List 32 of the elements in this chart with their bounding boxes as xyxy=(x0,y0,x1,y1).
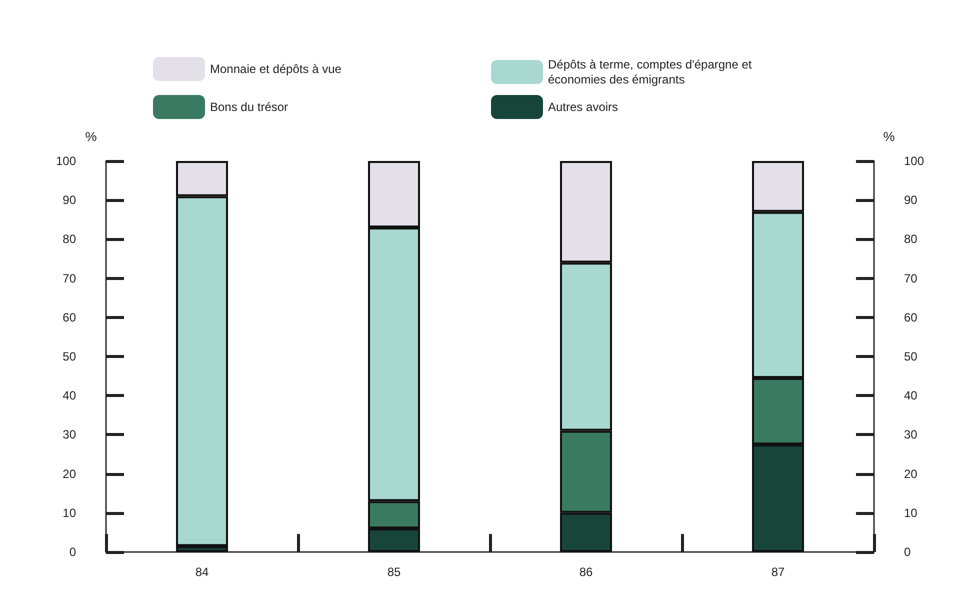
legend-label: Dépôts à terme, comptes d'épargne et économies des émigrants xyxy=(548,58,756,86)
y-axis-title: % xyxy=(85,129,98,144)
x-tick-label: 84 xyxy=(195,565,209,579)
y2-tick-label: 90 xyxy=(904,193,918,208)
legend-label: Monnaie et dépôts à vue xyxy=(210,62,342,76)
y-tick-label: 90 xyxy=(62,193,76,208)
y2-tick-label: 0 xyxy=(904,545,911,559)
y-tick-label: 60 xyxy=(62,310,76,324)
y2-tick-label: 100 xyxy=(904,154,924,168)
y2-axis-title: % xyxy=(883,129,896,144)
y2-tick-label: 70 xyxy=(904,271,918,286)
legend-label: Autres avoirs xyxy=(548,100,618,114)
y-tick-label: 20 xyxy=(62,466,76,481)
y2-tick-label: 60 xyxy=(904,310,918,324)
y-tick-label: 10 xyxy=(62,506,76,520)
y-tick-label: 0 xyxy=(69,545,76,559)
y2-tick-label: 30 xyxy=(904,428,918,442)
y-tick-label: 50 xyxy=(62,350,76,364)
x-tick-label: 87 xyxy=(771,565,785,579)
x-tick-label: 86 xyxy=(579,565,593,579)
y2-tick-label: 20 xyxy=(904,466,918,481)
y2-tick-label: 80 xyxy=(904,232,918,246)
y-tick-label: 80 xyxy=(62,232,76,246)
y2-tick-label: 50 xyxy=(904,350,918,364)
y-tick-label: 100 xyxy=(56,154,76,168)
y2-tick-label: 40 xyxy=(904,388,918,403)
y2-tick-label: 10 xyxy=(904,506,918,520)
y-tick-label: 30 xyxy=(62,428,76,442)
y-tick-label: 40 xyxy=(62,388,76,403)
y-tick-label: 70 xyxy=(62,271,76,286)
legend-label: Bons du trésor xyxy=(210,100,288,114)
x-tick-label: 85 xyxy=(387,565,401,579)
